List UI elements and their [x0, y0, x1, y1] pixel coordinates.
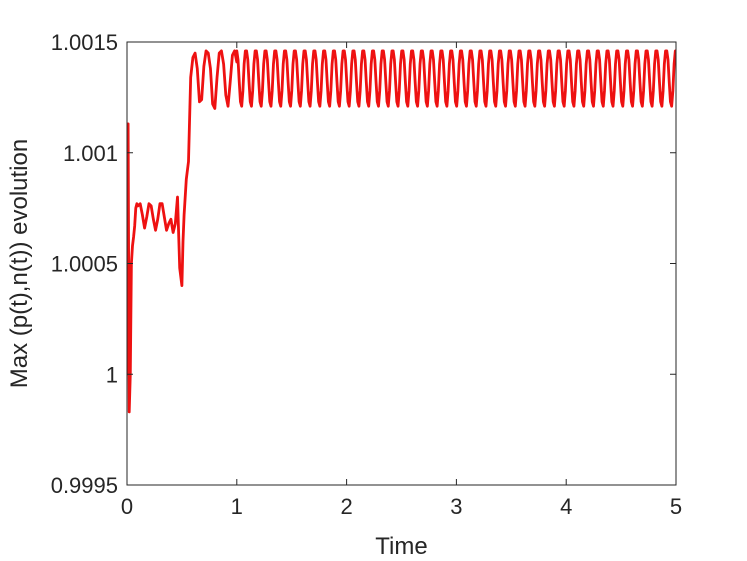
- x-axis-label: Time: [375, 533, 427, 560]
- x-tick-label: 5: [670, 494, 682, 519]
- y-tick-label: 0.9995: [51, 473, 118, 498]
- axes: [126, 41, 677, 486]
- y-axis-label: Max (p(t),n(t)) evolution: [6, 139, 33, 388]
- plot-area: [127, 49, 676, 414]
- y-tick-labels: 0.9995 1 1.0005 1.001 1.0015: [51, 30, 118, 498]
- x-tick-label: 2: [340, 494, 352, 519]
- x-tick-label: 4: [560, 494, 572, 519]
- x-tick-label: 3: [450, 494, 462, 519]
- y-tick-label: 1.0015: [51, 30, 118, 55]
- y-tick-label: 1.001: [63, 141, 118, 166]
- x-tick-labels: 0 1 2 3 4 5: [121, 494, 682, 519]
- y-tick-label: 1.0005: [51, 252, 118, 277]
- x-tick-label: 0: [121, 494, 133, 519]
- y-tick-label: 1: [106, 362, 118, 387]
- series-line: [127, 49, 676, 414]
- x-tick-label: 1: [231, 494, 243, 519]
- axes-box: [126, 41, 677, 486]
